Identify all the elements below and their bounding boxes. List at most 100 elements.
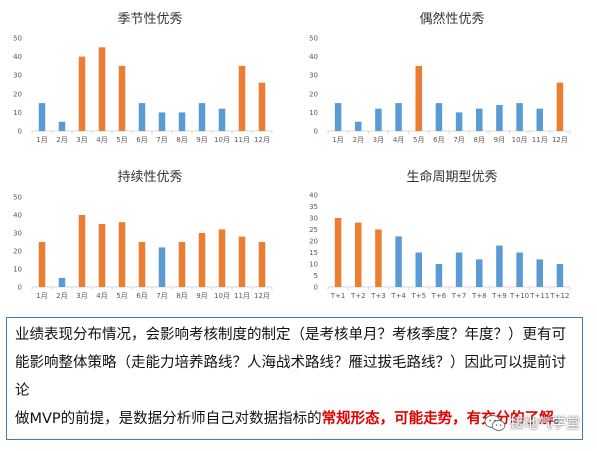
y-tick-label: 50	[13, 35, 22, 43]
y-tick-label: 20	[13, 248, 22, 256]
y-tick-label: 40	[13, 53, 22, 61]
x-tick-label: 2月	[56, 136, 67, 144]
bar	[218, 108, 226, 131]
bar	[375, 108, 382, 131]
x-tick-label: 1月	[36, 136, 47, 144]
x-tick-label: 10月	[512, 136, 528, 144]
y-tick-label: 30	[13, 230, 22, 238]
bar	[395, 236, 402, 287]
x-tick-label: 1月	[332, 136, 343, 144]
bar	[178, 112, 186, 131]
x-tick-label: 8月	[176, 292, 187, 300]
x-tick-label: 12月	[254, 136, 270, 144]
bar	[118, 65, 126, 131]
x-tick-label: 11月	[234, 136, 250, 144]
commentary-prefix: 做MVP的前提，是数据分析师自己对数据指标的	[15, 411, 322, 427]
watermark: 接地气学堂	[484, 412, 580, 434]
y-tick-label: 5	[314, 272, 318, 280]
bar	[355, 222, 362, 287]
bar	[98, 47, 106, 131]
x-tick-label: 9月	[196, 136, 207, 144]
bar	[476, 259, 483, 287]
bar	[455, 112, 463, 131]
bar	[556, 264, 564, 287]
x-tick-label: 7月	[453, 136, 464, 144]
bar	[556, 82, 564, 131]
x-tick-label: 5月	[116, 292, 127, 300]
bar	[238, 236, 246, 287]
bar	[138, 103, 146, 131]
bar	[78, 56, 86, 131]
bar	[334, 218, 342, 287]
x-tick-label: T+3	[370, 292, 386, 300]
x-tick-label: 7月	[156, 136, 167, 144]
x-tick-label: T+12	[549, 292, 569, 300]
watermark-label: 接地气学堂	[510, 416, 580, 432]
chart-title: 生命周期型优秀	[406, 169, 497, 185]
x-tick-label: T+4	[390, 292, 406, 300]
y-tick-label: 0	[314, 284, 318, 292]
chart-title: 持续性优秀	[117, 170, 182, 185]
bar	[536, 259, 543, 287]
chart-title: 季节性优秀	[117, 12, 182, 27]
x-tick-label: T+8	[471, 292, 487, 300]
bar	[455, 252, 463, 287]
bar	[218, 229, 226, 287]
bar	[536, 108, 543, 131]
bar	[158, 247, 166, 287]
bar	[395, 103, 402, 131]
commentary-box: 业绩表现分布情况，会影响考核制度的制定（是考核单月？考核季度？年度？）更有可能影…	[6, 317, 583, 440]
y-tick-label: 10	[13, 109, 22, 117]
bar	[158, 112, 166, 131]
y-tick-label: 25	[309, 226, 318, 234]
bar	[98, 224, 106, 287]
bar	[258, 242, 266, 287]
y-tick-label: 50	[13, 194, 22, 202]
x-tick-label: 11月	[234, 292, 250, 300]
bar	[258, 82, 266, 131]
bar	[38, 242, 46, 287]
chart-1: 季节性优秀 0 10 20 30 40 50 1月 2月 3月 4月 5月 6月 7月 8月 9月 10月 11月…	[13, 12, 273, 144]
chart-title: 偶然性优秀	[419, 11, 484, 27]
bar	[415, 252, 422, 287]
y-tick-label: 20	[309, 90, 318, 98]
x-tick-label: T+6	[431, 292, 447, 300]
y-tick-label: 10	[13, 266, 22, 274]
y-tick-label: 35	[309, 203, 318, 211]
y-tick-label: 30	[309, 72, 318, 80]
y-tick-label: 20	[309, 238, 318, 246]
x-tick-label: 10月	[214, 136, 230, 144]
commentary-suffix: 。	[553, 411, 569, 427]
x-tick-label: 9月	[196, 292, 207, 300]
bar	[78, 215, 86, 287]
bar	[58, 121, 66, 131]
bar	[238, 65, 246, 131]
chart-4: 生命周期型优秀 0 5 10 15 20 25 30 35 40 T+1 T+2 T+3 T+4 T+5 T+…	[309, 169, 571, 300]
bar	[38, 103, 46, 131]
bar	[198, 233, 206, 287]
x-tick-label: 11月	[532, 136, 548, 144]
y-tick-label: 0	[18, 128, 22, 136]
x-tick-label: 8月	[176, 136, 187, 144]
bar	[516, 252, 523, 287]
x-tick-label: 2月	[353, 136, 364, 144]
x-tick-label: 7月	[156, 292, 167, 300]
y-tick-label: 0	[18, 284, 22, 292]
chart-2: 偶然性优秀 0 10 20 30 40 50 1月 2月 3月 4月 5月 6月 7月 8月 9月 10月 11月…	[309, 11, 571, 144]
x-tick-label: 6月	[136, 292, 147, 300]
x-tick-label: 8月	[474, 136, 485, 144]
y-tick-label: 10	[309, 109, 318, 117]
commentary-paragraph-1: 业绩表现分布情况，会影响考核制度的制定（是考核单月？考核季度？年度？）更有可能影…	[15, 327, 566, 399]
y-tick-label: 30	[309, 215, 318, 223]
bar	[476, 108, 483, 131]
x-tick-label: T+11	[529, 292, 549, 300]
x-tick-label: T+9	[491, 292, 507, 300]
y-tick-label: 0	[314, 128, 318, 136]
y-tick-label: 30	[13, 72, 22, 80]
bar	[516, 103, 523, 131]
x-tick-label: 4月	[393, 136, 404, 144]
y-tick-label: 10	[309, 261, 318, 269]
x-tick-label: 6月	[433, 136, 444, 144]
x-tick-label: T+1	[330, 292, 346, 300]
x-tick-label: 2月	[56, 292, 67, 300]
